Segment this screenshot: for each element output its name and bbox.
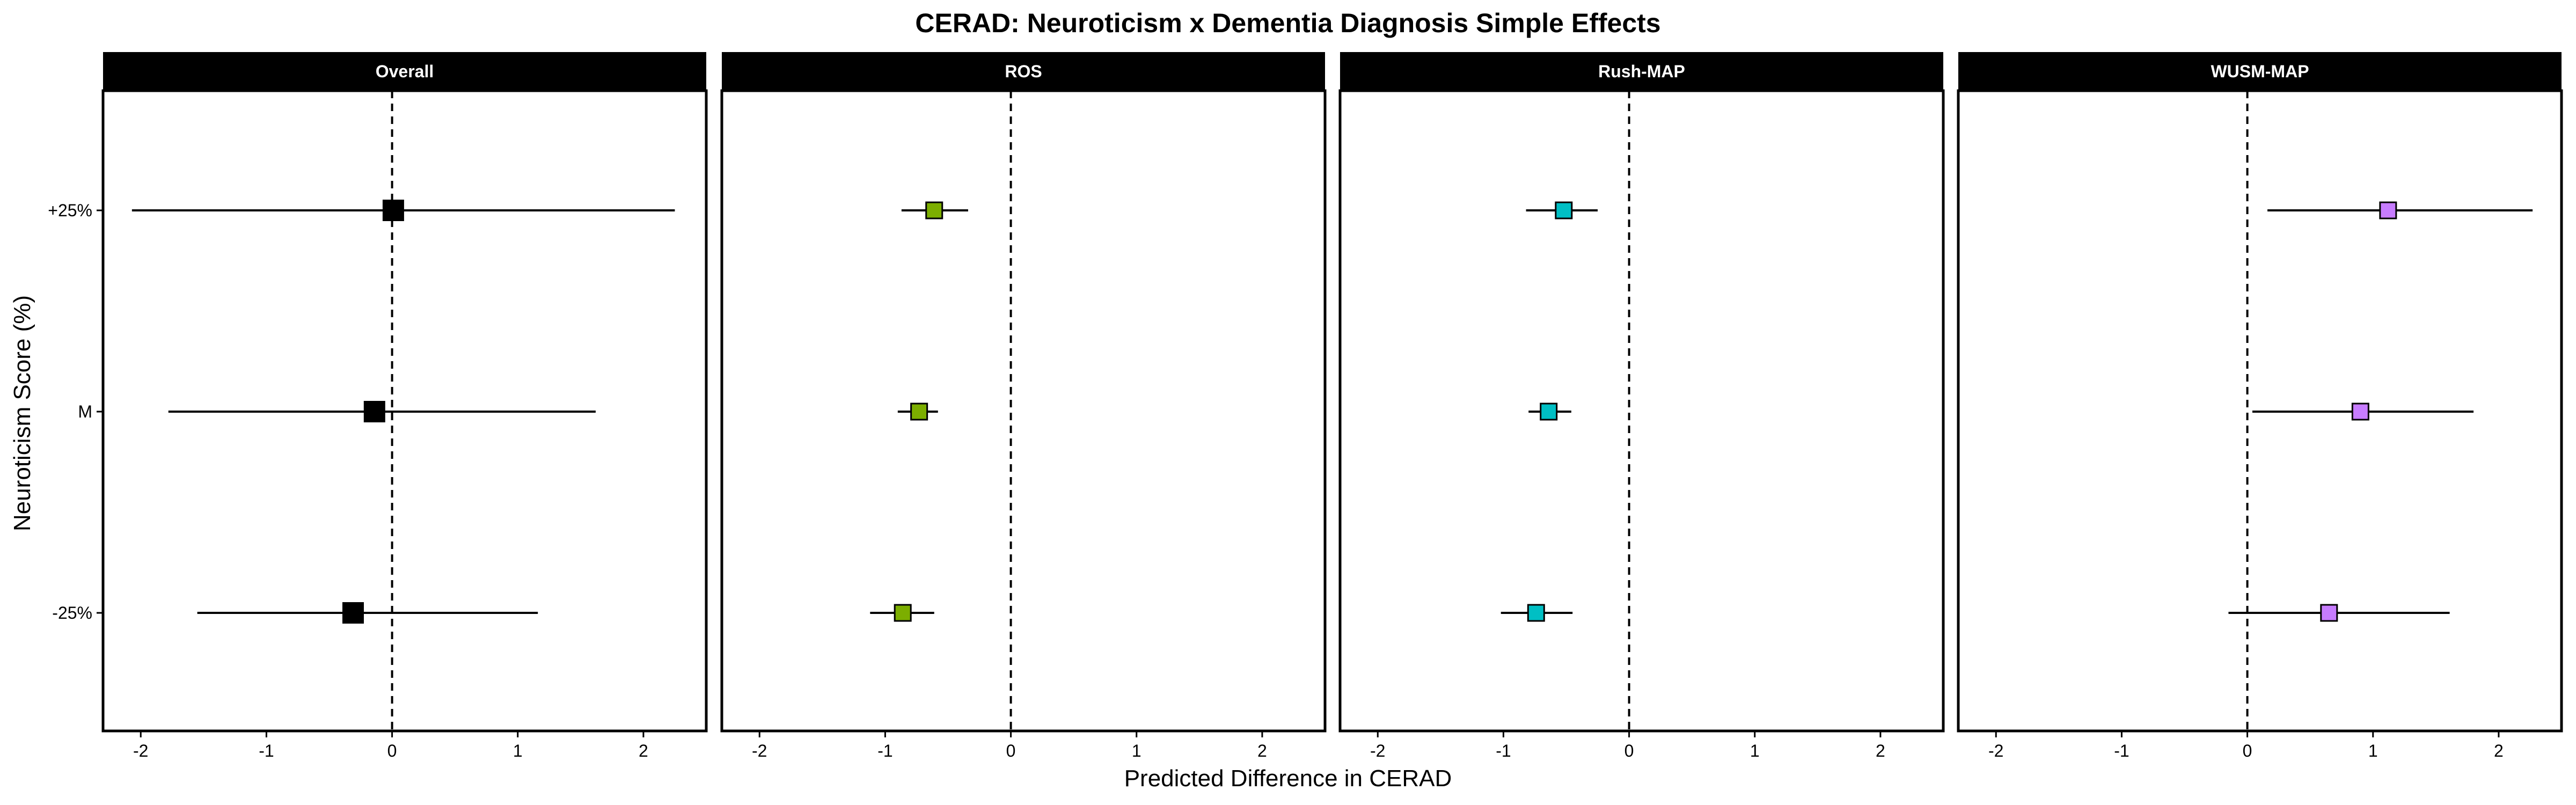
point-estimate — [925, 201, 943, 219]
panel-rush-map: Rush-MAP -2 -1 0 1 2 — [1338, 52, 1945, 760]
x-tick-label: -1 — [2114, 741, 2129, 760]
x-tick-label: 0 — [1006, 741, 1016, 760]
point-estimate — [2379, 201, 2397, 219]
panel-strip-label: Overall — [376, 62, 434, 81]
point-estimate — [363, 401, 385, 422]
x-tick-label: -1 — [877, 741, 892, 760]
panel-strip — [103, 52, 706, 91]
point-estimate — [910, 402, 928, 421]
y-tick-label: -25% — [52, 603, 92, 623]
panel-wusm-map: WUSM-MAP -2 -1 0 1 2 — [1957, 52, 2563, 760]
point-estimate — [1540, 402, 1558, 421]
x-tick-label: 1 — [2368, 741, 2378, 760]
x-tick-label: -2 — [1370, 741, 1385, 760]
panel-strip-label: ROS — [1005, 62, 1042, 81]
panel-strip — [1340, 52, 1943, 91]
x-tick-label: 0 — [387, 741, 397, 760]
point-estimate — [2351, 402, 2369, 421]
x-tick-label: 1 — [1750, 741, 1760, 760]
y-axis: +25% M -25% — [48, 201, 103, 623]
panel-strip-label: WUSM-MAP — [2211, 62, 2309, 81]
x-tick-label: -1 — [259, 741, 274, 760]
y-tick-label: M — [78, 402, 92, 421]
panel-strip-label: Rush-MAP — [1598, 62, 1685, 81]
x-tick-label: -2 — [1988, 741, 2003, 760]
x-tick-label: 1 — [1132, 741, 1141, 760]
panel-border — [1338, 89, 1945, 733]
x-axis-title: Predicted Difference in CERAD — [1124, 765, 1452, 792]
chart-title: CERAD: Neuroticism x Dementia Diagnosis … — [915, 8, 1660, 38]
point-estimate — [894, 604, 912, 622]
x-tick-label: 0 — [1624, 741, 1634, 760]
panel-strip — [1958, 52, 2562, 91]
panel-border — [720, 89, 1327, 733]
point-estimate — [382, 200, 404, 221]
point-estimate — [2320, 604, 2338, 622]
x-tick-label: -2 — [133, 741, 148, 760]
x-tick-label: 2 — [2494, 741, 2504, 760]
panel-ros: ROS -2 -1 0 1 2 — [720, 52, 1327, 760]
x-tick-label: 0 — [2243, 741, 2252, 760]
x-tick-label: 2 — [639, 741, 648, 760]
x-tick-label: 2 — [1876, 741, 1885, 760]
x-tick-label: -1 — [1496, 741, 1511, 760]
panel-border — [1957, 89, 2563, 733]
panel-overall: Overall -2 -1 0 1 2 — [101, 52, 708, 760]
point-estimate — [1555, 201, 1573, 219]
x-tick-label: -2 — [752, 741, 767, 760]
x-tick-label: 1 — [513, 741, 523, 760]
y-tick-label: +25% — [48, 201, 92, 220]
point-estimate — [1527, 604, 1545, 622]
x-tick-label: 2 — [1257, 741, 1267, 760]
point-estimate — [342, 602, 364, 624]
panel-strip — [722, 52, 1325, 91]
y-axis-title: Neuroticism Score (%) — [9, 295, 35, 531]
